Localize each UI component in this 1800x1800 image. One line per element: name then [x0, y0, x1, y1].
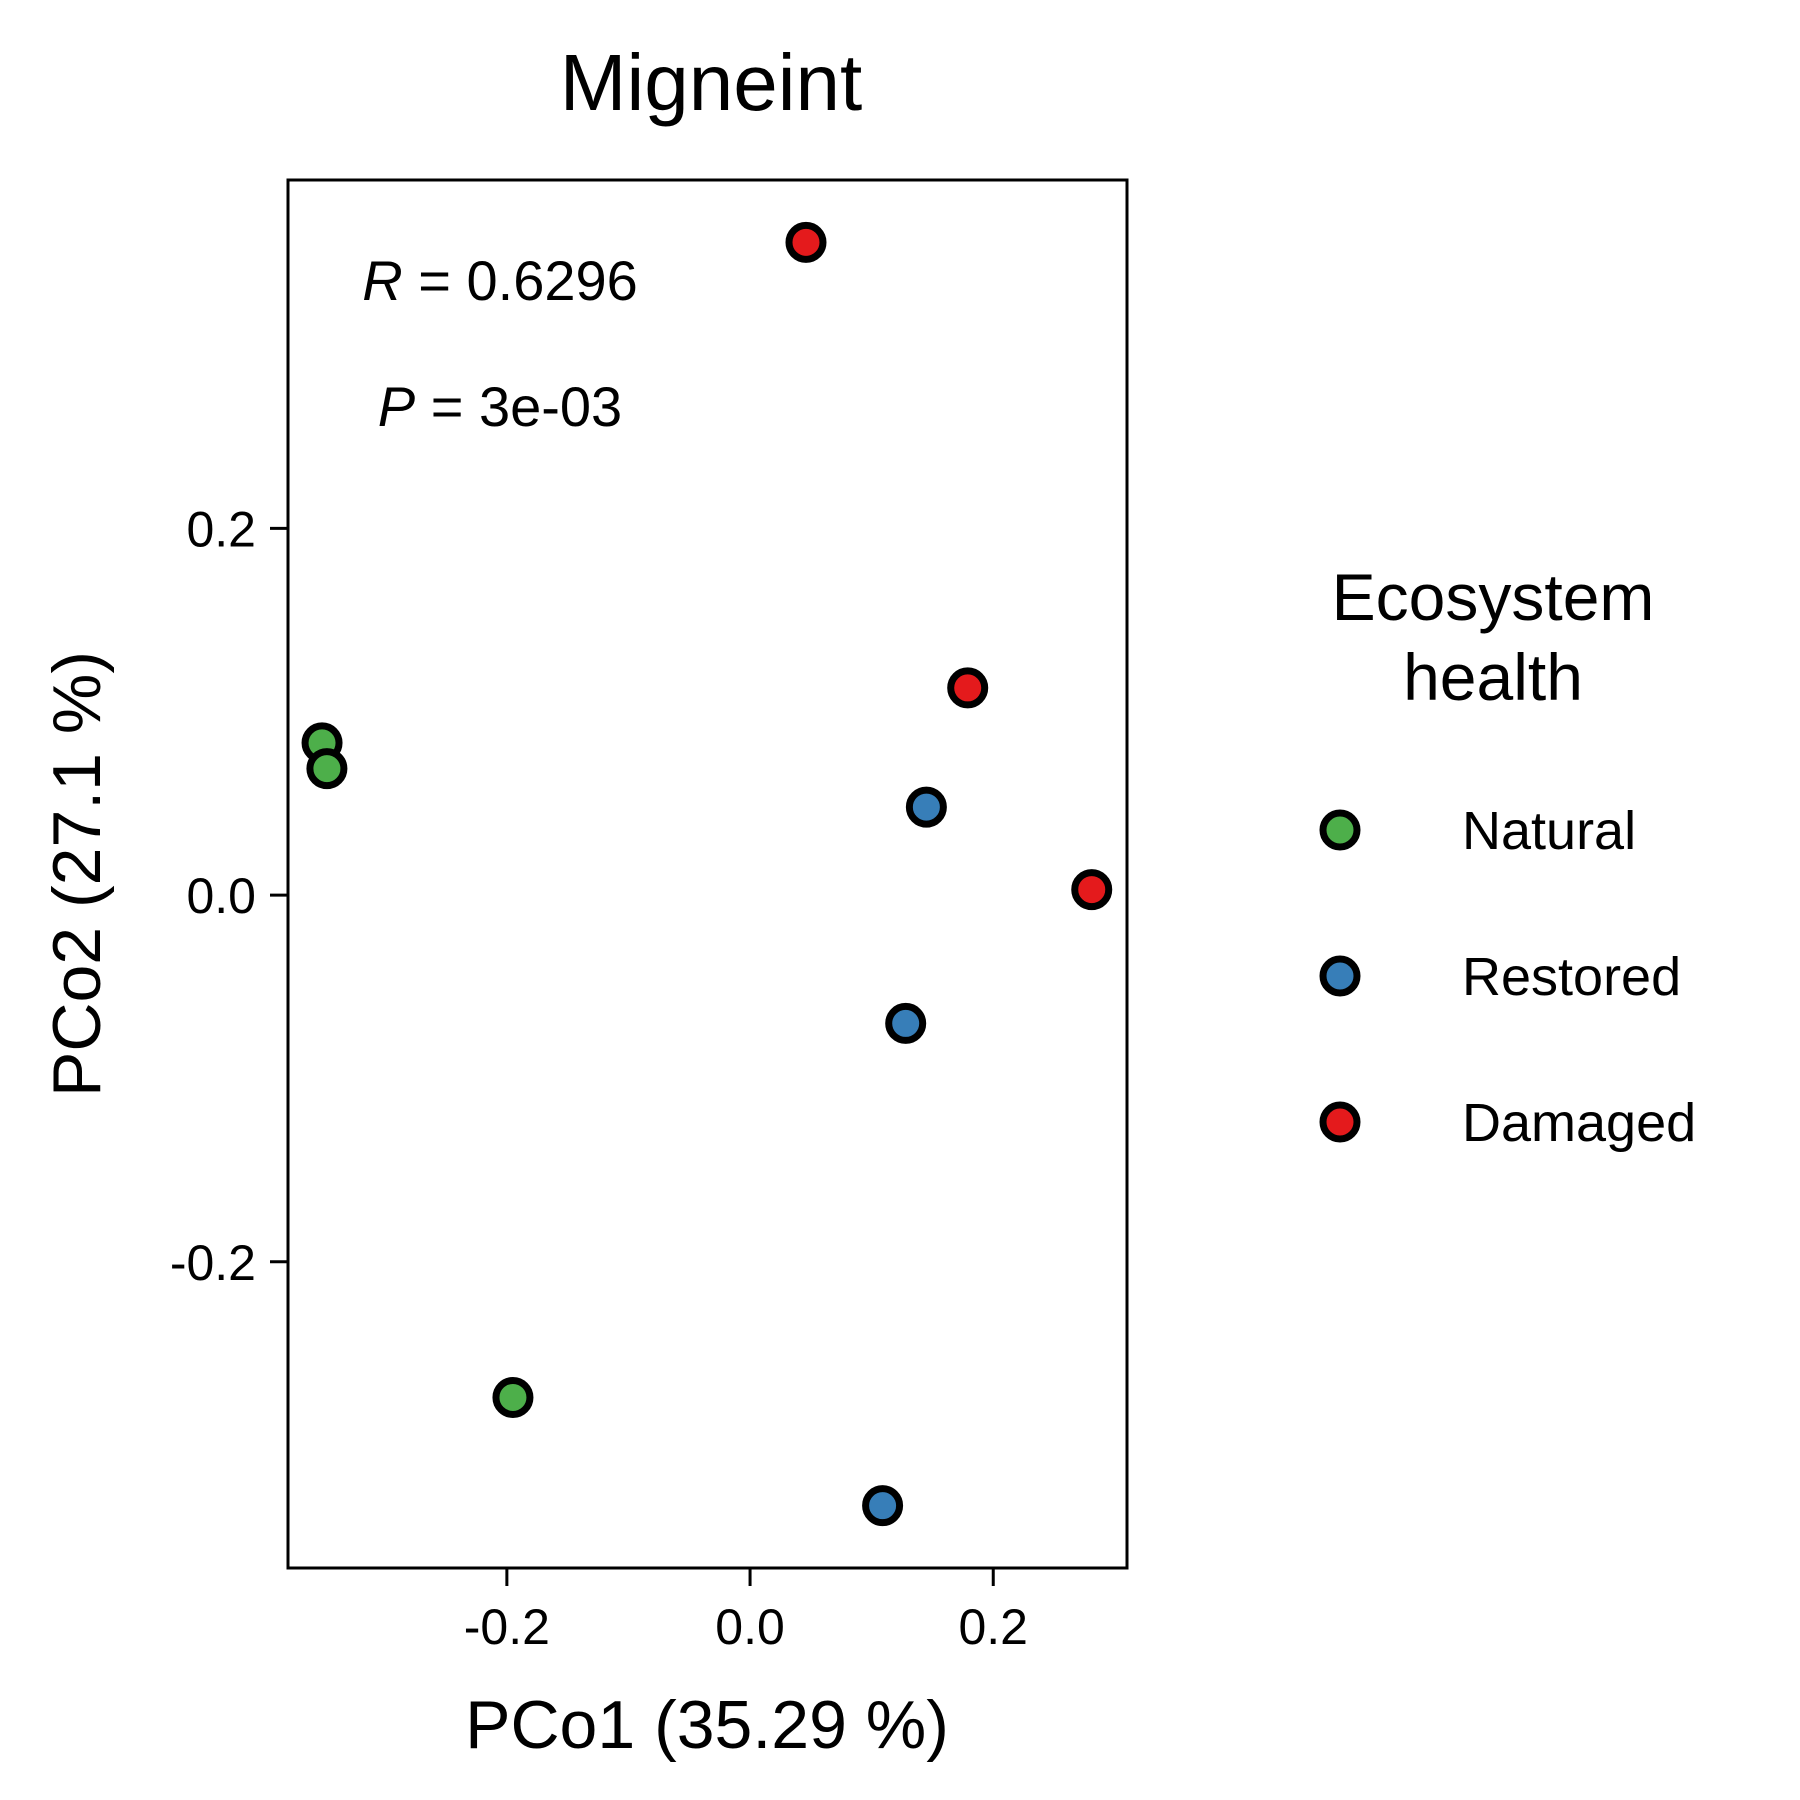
- axis-ticks: -0.2 0.0 0.2 -0.2 0.0 0.2: [170, 501, 1028, 1655]
- point-restored: [905, 786, 947, 828]
- p-value: P = 3e-03: [378, 375, 622, 438]
- legend-title-line-1: Ecosystem: [1332, 560, 1655, 634]
- y-tick-label: -0.2: [170, 1235, 256, 1291]
- legend-label-restored: Restored: [1462, 947, 1681, 1007]
- point-damaged: [947, 667, 989, 709]
- point-restored: [862, 1485, 904, 1527]
- legend-marker-natural: [1319, 809, 1361, 851]
- legend-marker-restored: [1319, 955, 1361, 997]
- chart-title: Migneint: [560, 38, 862, 127]
- x-tick-label: 0.0: [715, 1599, 785, 1655]
- legend-label-damaged: Damaged: [1462, 1093, 1696, 1153]
- plot-frame: [286, 178, 1129, 1570]
- legend-entries: Natural Restored Damaged: [1319, 801, 1696, 1153]
- data-points: [301, 221, 1113, 1527]
- legend: Ecosystem health Natural Restored Damaged: [1319, 560, 1696, 1153]
- legend-title-line-2: health: [1403, 640, 1583, 714]
- y-tick-label: 0.0: [186, 868, 256, 924]
- y-tick-label: 0.2: [186, 501, 256, 557]
- legend-marker-damaged: [1319, 1101, 1361, 1143]
- r-statistic: R = 0.6296: [362, 249, 638, 312]
- point-restored: [885, 1002, 927, 1044]
- x-tick-label: 0.2: [958, 1599, 1028, 1655]
- y-axis-label: PCo2 (27.1 %): [39, 651, 115, 1097]
- point-natural: [306, 748, 348, 790]
- legend-label-natural: Natural: [1462, 801, 1636, 861]
- x-tick-label: -0.2: [464, 1599, 550, 1655]
- point-natural: [492, 1376, 534, 1418]
- point-damaged: [1071, 869, 1113, 911]
- point-damaged: [785, 221, 827, 263]
- x-axis-label: PCo1 (35.29 %): [465, 1687, 949, 1763]
